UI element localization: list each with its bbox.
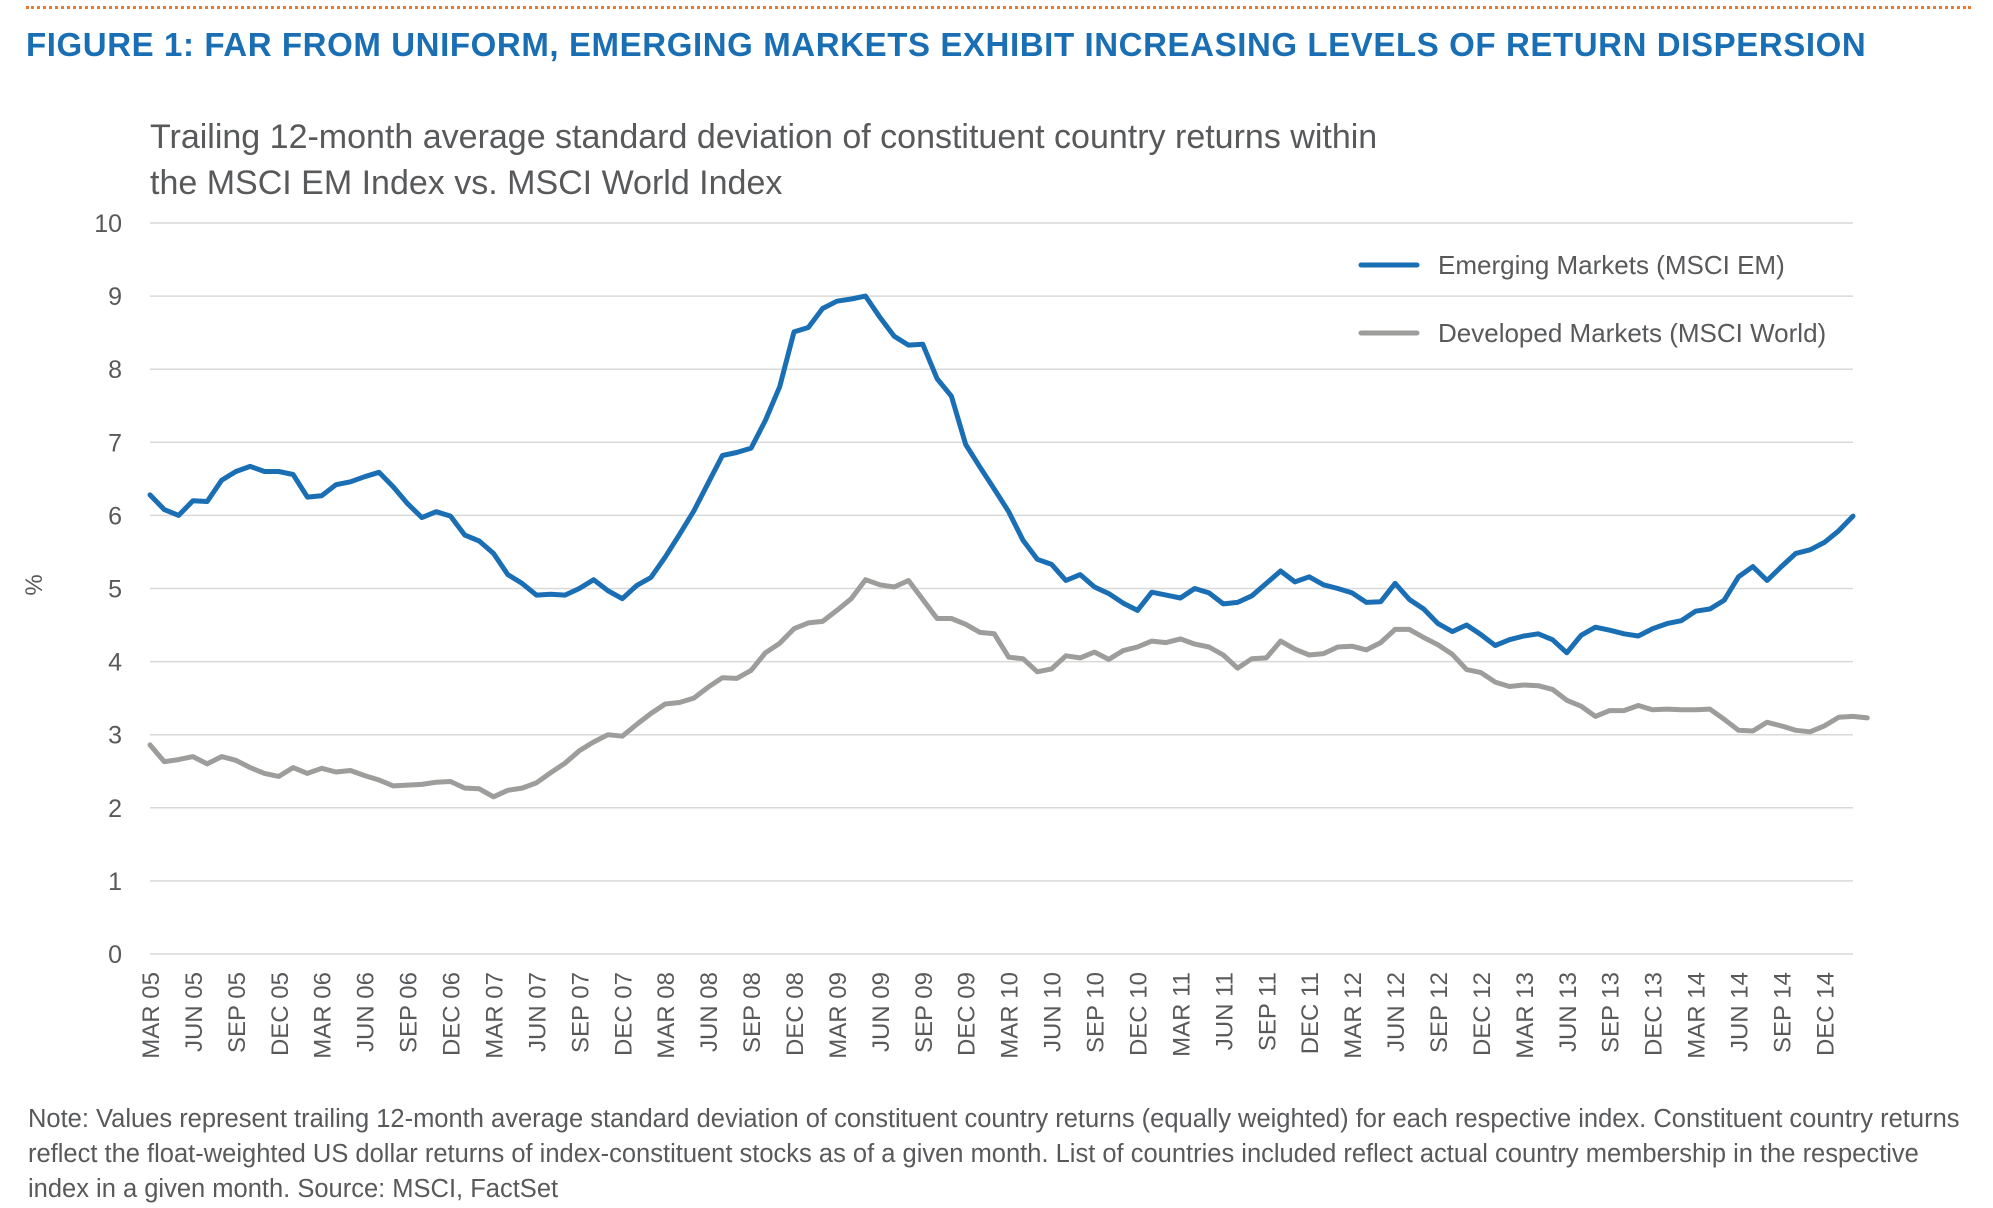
y-tick-label: 6 xyxy=(108,502,122,530)
figure-title: FIGURE 1: FAR FROM UNIFORM, EMERGING MAR… xyxy=(26,26,1867,63)
x-tick-label: MAR 13 xyxy=(1512,972,1539,1059)
y-tick-label: 3 xyxy=(108,722,122,750)
series-line-developed-markets xyxy=(147,577,1870,800)
x-tick-label: JUN 08 xyxy=(696,972,723,1052)
chart-subtitle-line-2: the MSCI EM Index vs. MSCI World Index xyxy=(150,164,783,202)
x-tick-label: SEP 05 xyxy=(224,972,251,1053)
legend-label-emerging-markets: Emerging Markets (MSCI EM) xyxy=(1438,250,1785,280)
x-tick-label: JUN 05 xyxy=(181,972,208,1052)
y-tick-label: 0 xyxy=(108,941,122,969)
x-tick-label: DEC 05 xyxy=(267,972,294,1056)
legend-label-developed-markets: Developed Markets (MSCI World) xyxy=(1438,318,1826,348)
legend: Emerging Markets (MSCI EM) Developed Mar… xyxy=(1358,250,1826,348)
x-tick-label: SEP 12 xyxy=(1426,972,1453,1053)
x-tick-label: DEC 10 xyxy=(1125,972,1152,1056)
x-tick-label: JUN 11 xyxy=(1211,972,1238,1050)
x-tick-label: SEP 09 xyxy=(911,972,938,1053)
y-tick-label: 9 xyxy=(108,283,122,311)
y-tick-label: 4 xyxy=(108,649,122,677)
x-tick-label: SEP 08 xyxy=(739,972,766,1053)
x-tick-label: SEP 06 xyxy=(396,972,423,1053)
top-dotted-rule xyxy=(26,6,1971,9)
y-axis-ticks: 0 1 2 3 4 5 6 7 8 9 10 xyxy=(94,210,122,969)
x-tick-label: MAR 09 xyxy=(825,972,852,1059)
y-tick-label: 2 xyxy=(108,795,122,823)
chart-subtitle: Trailing 12-month average standard devia… xyxy=(150,114,1377,206)
x-axis-ticks: MAR 05 JUN 05 SEP 05 DEC 05 MAR 06 JUN 06 SEP … xyxy=(138,972,1839,1059)
x-tick-label: JUN 10 xyxy=(1040,972,1067,1052)
x-tick-label: MAR 12 xyxy=(1340,972,1367,1059)
x-tick-label: DEC 11 xyxy=(1297,972,1324,1054)
x-tick-label: MAR 08 xyxy=(653,972,680,1059)
y-axis-label: % xyxy=(21,574,48,595)
x-tick-label: DEC 06 xyxy=(439,972,466,1056)
chart-subtitle-line-1: Trailing 12-month average standard devia… xyxy=(150,118,1378,156)
x-tick-label: SEP 07 xyxy=(567,972,594,1053)
y-tick-label: 8 xyxy=(108,356,122,384)
x-tick-label: MAR 07 xyxy=(481,972,508,1059)
x-tick-label: JUN 13 xyxy=(1555,972,1582,1052)
x-tick-label: MAR 06 xyxy=(310,972,337,1059)
x-tick-label: DEC 08 xyxy=(782,972,809,1056)
x-tick-label: DEC 09 xyxy=(954,972,981,1056)
x-tick-label: DEC 12 xyxy=(1469,972,1496,1056)
x-tick-label: SEP 11 xyxy=(1254,972,1281,1051)
x-tick-label: MAR 14 xyxy=(1684,972,1711,1059)
grid-lines xyxy=(150,222,1853,955)
y-tick-label: 7 xyxy=(108,429,122,457)
x-tick-label: JUN 09 xyxy=(868,972,895,1052)
x-tick-label: DEC 07 xyxy=(610,972,637,1056)
x-tick-label: MAR 10 xyxy=(997,972,1024,1059)
y-tick-label: 5 xyxy=(108,576,122,604)
y-tick-label: 1 xyxy=(108,868,122,896)
x-tick-label: MAR 05 xyxy=(138,972,165,1059)
x-tick-label: DEC 13 xyxy=(1641,972,1668,1056)
x-tick-label: JUN 07 xyxy=(524,972,551,1052)
x-tick-label: SEP 14 xyxy=(1769,972,1796,1053)
x-tick-label: SEP 10 xyxy=(1083,972,1110,1053)
x-tick-label: MAR 11 xyxy=(1168,972,1195,1057)
x-tick-label: SEP 13 xyxy=(1598,972,1625,1053)
y-tick-label: 10 xyxy=(94,210,122,238)
series-lines xyxy=(147,293,1870,800)
x-tick-label: DEC 14 xyxy=(1812,972,1839,1056)
series-line-emerging-markets xyxy=(147,293,1856,656)
x-tick-label: JUN 12 xyxy=(1383,972,1410,1052)
x-tick-label: JUN 14 xyxy=(1727,972,1754,1052)
chart-note: Note: Values represent trailing 12-month… xyxy=(28,1105,1960,1203)
x-tick-label: JUN 06 xyxy=(353,972,380,1052)
